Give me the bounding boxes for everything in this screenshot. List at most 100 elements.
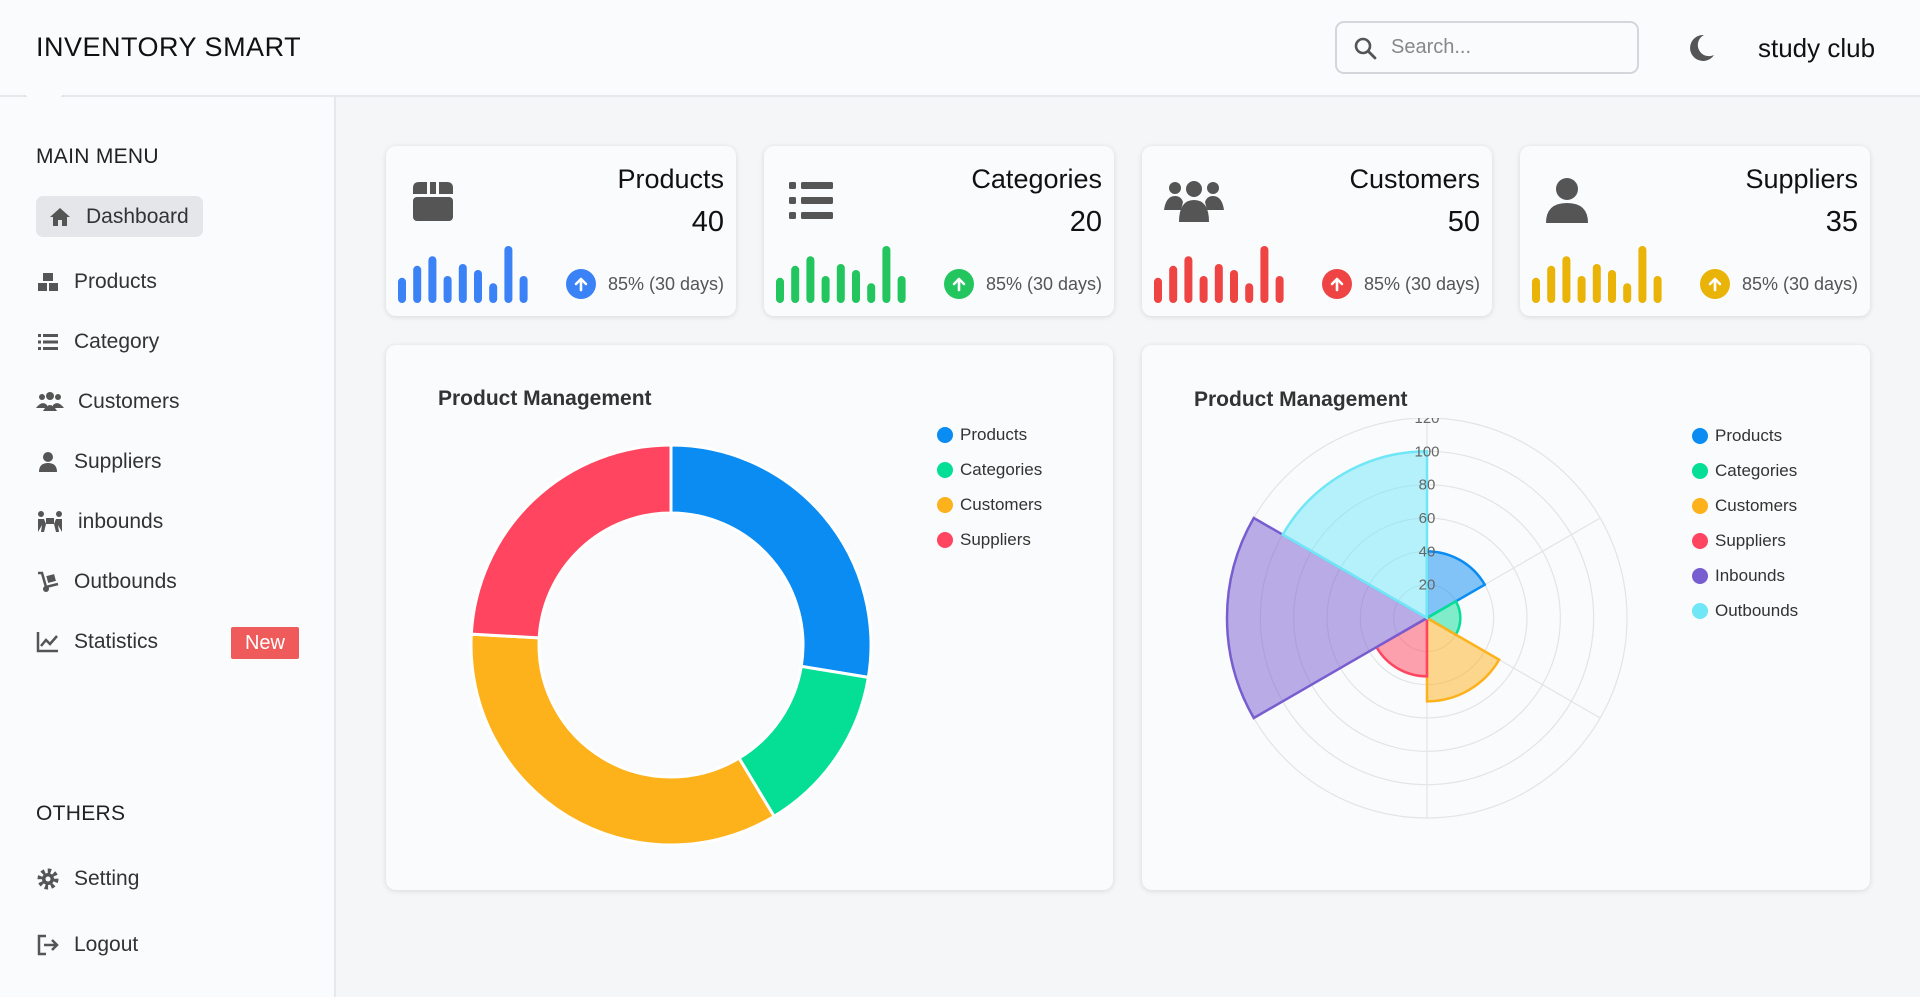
sparkline-bars bbox=[776, 246, 906, 303]
sparkline-bar bbox=[852, 270, 860, 303]
legend-marker bbox=[1692, 533, 1708, 549]
sidebar-item-setting[interactable]: Setting bbox=[36, 859, 139, 899]
legend-item-suppliers[interactable]: Suppliers bbox=[937, 530, 1031, 550]
legend-item-products[interactable]: Products bbox=[1692, 426, 1782, 446]
sparkline-bar bbox=[1623, 283, 1632, 303]
sparkline-bar bbox=[1608, 270, 1616, 303]
legend-item-outbounds[interactable]: Outbounds bbox=[1692, 601, 1798, 621]
sparkline-bar bbox=[1653, 276, 1662, 303]
sidebar-item-products[interactable]: Products bbox=[36, 262, 157, 302]
legend-marker bbox=[937, 427, 953, 443]
boxes-icon bbox=[38, 273, 58, 291]
sidebar-item-dashboard[interactable]: Dashboard bbox=[36, 196, 203, 237]
legend-label: Outbounds bbox=[1715, 601, 1799, 620]
main-menu-title: MAIN MENU bbox=[36, 145, 159, 168]
legend-marker bbox=[1692, 428, 1708, 444]
legend-label: Products bbox=[1715, 426, 1783, 445]
chart-title: Product Management bbox=[1194, 388, 1408, 411]
new-badge: New bbox=[231, 627, 299, 659]
moon-icon[interactable] bbox=[1684, 31, 1718, 65]
sidebar-item-label: Products bbox=[74, 270, 157, 293]
stat-trend-text: 85% (30 days) bbox=[1741, 273, 1858, 294]
sidebar-item-label: Setting bbox=[74, 867, 140, 890]
sparkline-bar bbox=[836, 264, 845, 303]
people-carry-icon bbox=[38, 511, 62, 532]
legend-item-inbounds[interactable]: Inbounds bbox=[1692, 566, 1785, 586]
others-title: OTHERS bbox=[36, 802, 126, 825]
sparkline-bar bbox=[1532, 277, 1540, 303]
sparkline-bar bbox=[821, 276, 830, 303]
stat-trend: 85% (30 days) bbox=[1321, 269, 1480, 299]
legend-item-suppliers[interactable]: Suppliers bbox=[1692, 531, 1786, 551]
sparkline-bar bbox=[1638, 246, 1647, 303]
donut-slice-products[interactable] bbox=[669, 443, 873, 680]
sparkline-bar bbox=[398, 277, 406, 303]
search-input[interactable] bbox=[1391, 36, 1621, 59]
sparkline-bar bbox=[1275, 276, 1284, 303]
search-icon bbox=[1354, 37, 1377, 59]
sparkline-bar bbox=[882, 246, 891, 303]
legend-item-categories[interactable]: Categories bbox=[1692, 461, 1797, 481]
legend-item-customers[interactable]: Customers bbox=[1692, 496, 1797, 516]
polar-segment-suppliers[interactable] bbox=[1374, 615, 1429, 678]
sidebar-item-suppliers[interactable]: Suppliers bbox=[36, 442, 162, 482]
list-icon bbox=[38, 334, 58, 350]
sidebar-item-logout[interactable]: Logout bbox=[36, 925, 138, 965]
stat-trend: 85% (30 days) bbox=[1699, 269, 1858, 299]
logout-icon bbox=[37, 934, 59, 956]
sidebar-item-label: Category bbox=[74, 330, 160, 353]
polar-chart-panel: Product Management 20 40 60 80 100 120 Produc… bbox=[1142, 345, 1870, 890]
stat-trend: 85% (30 days) bbox=[943, 269, 1102, 299]
stat-value: 50 bbox=[1447, 206, 1480, 238]
search-box[interactable] bbox=[1335, 21, 1639, 74]
donut-slice-suppliers[interactable] bbox=[469, 443, 673, 640]
legend-label: Categories bbox=[960, 460, 1043, 479]
sidebar-item-customers[interactable]: Customers bbox=[36, 382, 180, 422]
stat-trend-text: 85% (30 days) bbox=[1363, 273, 1480, 294]
legend-marker bbox=[937, 532, 953, 548]
legend-label: Customers bbox=[960, 495, 1043, 514]
sidebar-item-statistics[interactable]: Statistics bbox=[36, 622, 158, 662]
stat-card-suppliers[interactable]: Suppliers 35 85% (30 days) bbox=[1520, 146, 1870, 316]
users-icon bbox=[1164, 181, 1224, 222]
stat-card-categories[interactable]: Categories 20 85% (30 days) bbox=[764, 146, 1114, 316]
legend-item-products[interactable]: Products bbox=[937, 425, 1027, 445]
stat-card-products[interactable]: Products 40 85% (30 days) bbox=[386, 146, 736, 316]
sidebar-item-category[interactable]: Category bbox=[36, 322, 159, 362]
polar-segment-inbounds[interactable] bbox=[1225, 516, 1430, 720]
stat-card-customers[interactable]: Customers 50 85% (30 days) bbox=[1142, 146, 1492, 316]
sparkline-bars bbox=[1532, 246, 1662, 303]
top-header: INVENTORY SMART study club bbox=[0, 0, 1920, 97]
polar-segment-products[interactable] bbox=[1425, 550, 1487, 621]
sparkline-bar bbox=[806, 256, 815, 303]
stat-trend-text: 85% (30 days) bbox=[607, 273, 724, 294]
legend-item-customers[interactable]: Customers bbox=[937, 495, 1042, 515]
chart-line-icon bbox=[36, 632, 58, 653]
sidebar-item-inbounds[interactable]: inbounds bbox=[36, 502, 163, 542]
sparkline-bar bbox=[428, 256, 437, 303]
legend-label: Suppliers bbox=[1715, 531, 1786, 550]
sparkline-bar bbox=[1577, 276, 1586, 303]
sidebar-item-label: Statistics bbox=[74, 630, 159, 653]
sparkline-bar bbox=[519, 276, 528, 303]
donut-chart bbox=[469, 443, 873, 847]
brand-logo[interactable]: INVENTORY SMART bbox=[36, 32, 302, 62]
polar-segment-outbounds[interactable] bbox=[1280, 450, 1429, 621]
sparkline-bar bbox=[867, 283, 876, 303]
legend-item-categories[interactable]: Categories bbox=[937, 460, 1042, 480]
sparkline-bar bbox=[1547, 265, 1556, 303]
sparkline-bar bbox=[413, 265, 422, 303]
chart-title: Product Management bbox=[438, 387, 652, 410]
sparkline-bar bbox=[1214, 264, 1223, 303]
user-icon bbox=[1546, 178, 1588, 223]
sidebar-item-outbounds[interactable]: Outbounds bbox=[36, 562, 177, 602]
stat-title: Categories bbox=[971, 164, 1102, 194]
donut-slice-customers[interactable] bbox=[469, 632, 777, 847]
stat-value: 20 bbox=[1069, 206, 1102, 238]
polar-segment-customers[interactable] bbox=[1425, 615, 1501, 703]
sidebar-item-label: inbounds bbox=[78, 510, 164, 533]
user-name[interactable]: study club bbox=[1758, 33, 1876, 63]
legend-marker bbox=[937, 497, 953, 513]
polar-area-chart: 20 40 60 80 100 120 bbox=[1225, 418, 1628, 819]
sparkline-bar bbox=[1592, 264, 1601, 303]
